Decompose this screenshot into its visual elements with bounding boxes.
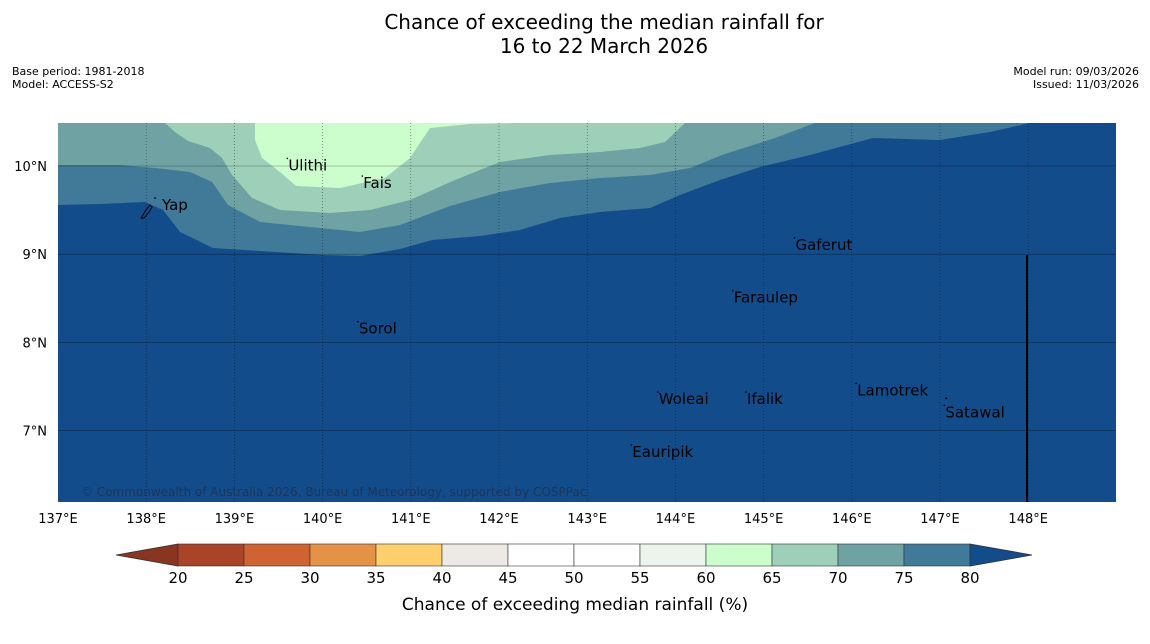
colorbar-segment (243, 543, 311, 567)
longitude-tick-label: 140°E (303, 512, 343, 527)
place-yap[interactable]: Yap (140, 196, 188, 219)
latitude-labels: 10°N 9°N 8°N 7°N (14, 160, 47, 440)
colorbar-segment (441, 543, 509, 567)
colorbar-tick-label: 20 (168, 569, 187, 587)
colorbar-tick-label: 40 (432, 569, 451, 587)
colorbar-tick-label: 70 (828, 569, 847, 587)
latitude-tick-label: 8°N (23, 336, 48, 351)
contour-band-60-65 (255, 123, 520, 188)
longitude-tick-label: 148°E (1008, 512, 1048, 527)
place-label: Sorol (359, 320, 397, 338)
place-eauripik[interactable]: Eauripik (630, 443, 694, 461)
model-text: Model: ACCESS-S2 (12, 78, 114, 91)
place-label: Satawal (945, 403, 1004, 421)
longitude-tick-label: 141°E (391, 512, 431, 527)
longitude-tick-label: 139°E (215, 512, 255, 527)
longitude-tick-label: 138°E (126, 512, 166, 527)
map-panel[interactable]: © Commonwealth of Australia 2026, Bureau… (58, 123, 1116, 502)
colorbar-tick-label: 75 (894, 569, 913, 587)
place-ifalik[interactable]: Ifalik (745, 390, 783, 408)
island-marker (656, 391, 659, 393)
colorbar-segment (771, 543, 839, 567)
colorbar-tick-label: 55 (630, 569, 649, 587)
place-ulithi[interactable]: Ulithi (286, 156, 328, 174)
metadata-right: Model run: 09/03/2026 Issued: 11/03/2026 (1013, 65, 1139, 91)
longitude-tick-label: 143°E (567, 512, 607, 527)
longitude-tick-label: 144°E (656, 512, 696, 527)
colorbar-tick-label: 80 (960, 569, 979, 587)
issued-text: Issued: 11/03/2026 (1032, 78, 1139, 91)
yap-island-outline (140, 204, 153, 219)
colorbar-tick-label: 45 (498, 569, 517, 587)
colorbar-segment (573, 543, 641, 567)
place-gaferut[interactable]: Gaferut (793, 236, 853, 254)
colorbar-over-arrow (969, 543, 1033, 567)
place-label: Ulithi (288, 156, 327, 174)
colorbar-tick-label: 25 (234, 569, 253, 587)
longitude-labels: 137°E 138°E 139°E 140°E 141°E 142°E 143°E 144°E… (38, 512, 1048, 527)
place-fais[interactable]: Fais (361, 174, 392, 192)
longitude-tick-label: 142°E (479, 512, 519, 527)
place-labels: Yap Ulithi Fais Gaferut Faraulep Sorol Lamotre… (140, 156, 1005, 461)
model-run-text: Model run: 09/03/2026 (1013, 65, 1139, 78)
place-label: Gaferut (795, 236, 852, 254)
longitude-tick-label: 137°E (38, 512, 78, 527)
island-marker (745, 391, 747, 393)
island-marker (731, 289, 734, 292)
colorbar-segment (837, 543, 905, 567)
latitude-tick-label: 7°N (23, 425, 48, 440)
place-label: Woleai (659, 390, 709, 408)
colorbar-segment (639, 543, 707, 567)
base-period-text: Base period: 1981-2018 (12, 65, 145, 78)
island-marker (793, 236, 796, 239)
longitude-tick-label: 146°E (832, 512, 872, 527)
title-line-2: 16 to 22 March 2026 (499, 34, 709, 58)
colorbar: 20 25 30 35 40 45 50 55 60 65 70 75 80 (115, 543, 1033, 587)
latitude-tick-label: 9°N (23, 248, 48, 263)
map-gridlines (58, 123, 1116, 502)
colorbar-tick-label: 50 (564, 569, 583, 587)
colorbar-tick-label: 35 (366, 569, 385, 587)
title-line-1: Chance of exceeding the median rainfall … (384, 10, 824, 34)
place-label: Faraulep (734, 289, 798, 307)
island-marker (945, 397, 948, 400)
place-label: Lamotrek (857, 381, 928, 399)
copyright-text: © Commonwealth of Australia 2026, Bureau… (81, 485, 586, 499)
place-label: Ifalik (747, 390, 783, 408)
colorbar-segment (375, 543, 443, 567)
place-woleai[interactable]: Woleai (656, 390, 709, 408)
island-marker (943, 404, 946, 407)
island-marker (361, 175, 364, 177)
place-sorol[interactable]: Sorol (357, 320, 397, 338)
island-marker (154, 197, 156, 199)
place-satawal[interactable]: Satawal (943, 403, 1005, 421)
place-label: Yap (161, 196, 188, 214)
colorbar-segment (705, 543, 773, 567)
metadata-left: Base period: 1981-2018 Model: ACCESS-S2 (12, 65, 144, 91)
chart-title: Chance of exceeding the median rainfall … (0, 10, 1150, 58)
longitude-tick-label: 147°E (920, 512, 960, 527)
colorbar-tick-label: 60 (696, 569, 715, 587)
colorbar-tick-label: 65 (762, 569, 781, 587)
colorbar-tick-label: 30 (300, 569, 319, 587)
colorbar-segment (507, 543, 575, 567)
place-label: Fais (363, 174, 392, 192)
island-marker (286, 157, 289, 160)
place-faraulep[interactable]: Faraulep (731, 289, 798, 307)
colorbar-segment (903, 543, 971, 567)
place-label: Eauripik (632, 443, 693, 461)
colorbar-segment (309, 543, 377, 567)
colorbar-label: Chance of exceeding median rainfall (%) (402, 595, 748, 615)
island-marker (630, 444, 633, 446)
island-marker (855, 382, 858, 385)
island-marker (357, 320, 359, 323)
longitude-tick-label: 145°E (744, 512, 784, 527)
latitude-tick-label: 10°N (14, 160, 47, 175)
colorbar-under-arrow (115, 543, 179, 567)
place-lamotrek[interactable]: Lamotrek (855, 381, 948, 400)
colorbar-segment (177, 543, 245, 567)
